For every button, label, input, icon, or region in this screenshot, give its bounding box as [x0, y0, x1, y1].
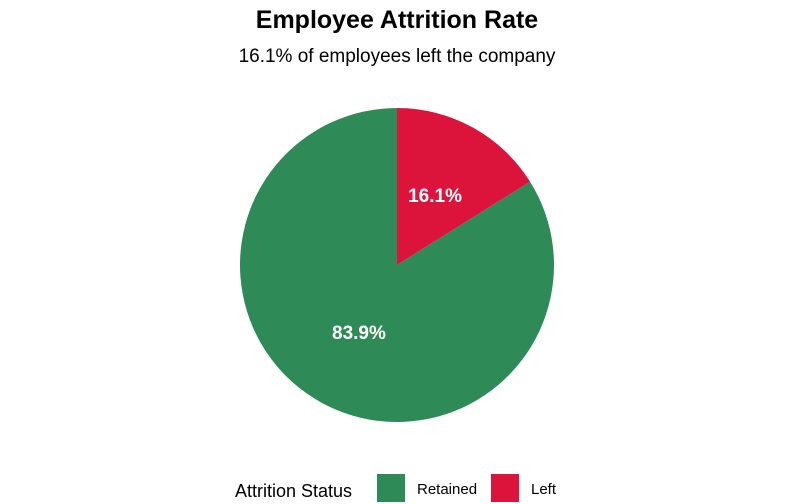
legend-key-left [491, 474, 519, 502]
slice-label-left: 16.1% [408, 186, 462, 207]
legend-label-retained: Retained [417, 481, 478, 498]
legend-title: Attrition Status [235, 481, 353, 501]
chart-subtitle: 16.1% of employees left the company [238, 46, 556, 67]
pie-chart: 16.1% 83.9% [239, 108, 555, 423]
slice-label-retained: 83.9% [332, 323, 386, 344]
pie-slice-retained [239, 108, 555, 423]
pie-slice-left [397, 108, 531, 265]
chart-title: Employee Attrition Rate [255, 6, 539, 34]
legend: Attrition Status Retained Left [0, 474, 794, 504]
legend-key-retained [377, 474, 405, 502]
legend-label-left: Left [531, 481, 557, 498]
